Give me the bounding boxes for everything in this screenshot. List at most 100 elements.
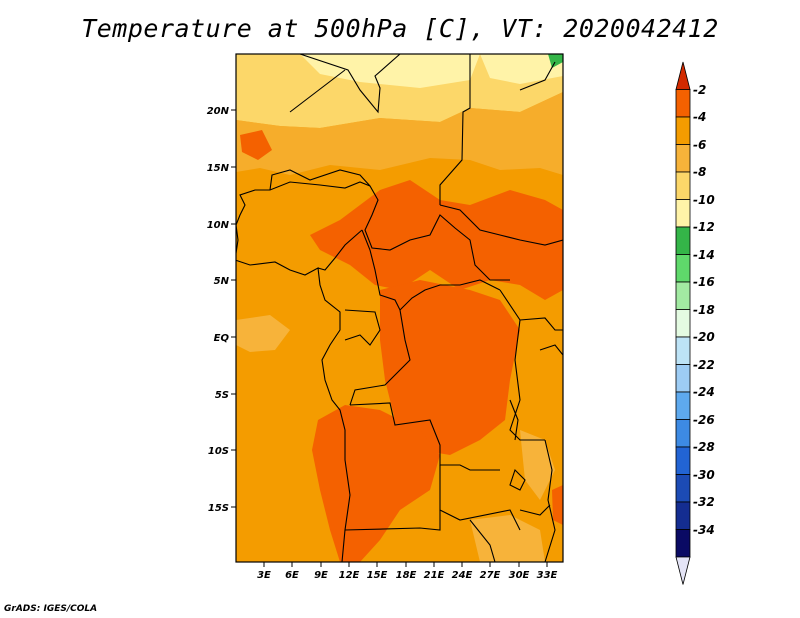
colorbar-label-m4: -4 bbox=[693, 110, 706, 124]
lon-label-3e: 3E bbox=[257, 570, 271, 581]
coast-red-sea bbox=[519, 61, 556, 91]
colorbar-label-m20: -20 bbox=[693, 330, 715, 344]
lat-label-eq: EQ bbox=[214, 333, 230, 344]
colorbar-swatch bbox=[675, 474, 691, 503]
field-top-pale bbox=[300, 54, 480, 88]
colorbar-label-m8: -8 bbox=[693, 165, 706, 179]
border-south-sudan bbox=[439, 204, 563, 246]
border-cameroon-nigeria bbox=[317, 229, 363, 271]
field-north-mid bbox=[236, 92, 563, 175]
colorbar-label-m32: -32 bbox=[693, 495, 715, 509]
colorbar-swatch bbox=[675, 144, 691, 173]
border-zimbabwe bbox=[469, 519, 496, 562]
border-gabon-congo bbox=[344, 309, 381, 346]
colorbar-swatches bbox=[675, 61, 691, 585]
border-malawi bbox=[544, 439, 556, 562]
border-sudan-west bbox=[439, 54, 471, 205]
border-uganda-kenya bbox=[519, 317, 563, 331]
lat-label-5s: 5S bbox=[215, 390, 229, 401]
colorbar-swatch bbox=[675, 116, 691, 145]
border-congo-drc bbox=[349, 309, 411, 406]
colorbar-swatch bbox=[675, 391, 691, 420]
lon-label-27e: 27E bbox=[480, 570, 501, 581]
border-niger-north bbox=[289, 69, 346, 113]
chart-title: Temperature at 500hPa [C], VT: 202004241… bbox=[81, 14, 719, 43]
colorbar-label-m6: -6 bbox=[693, 138, 706, 152]
colorbar-label-m2: -2 bbox=[693, 83, 706, 97]
lake-kariba bbox=[519, 504, 551, 516]
colorbar-label-m34: -34 bbox=[693, 523, 715, 537]
colorbar-swatch bbox=[675, 226, 691, 255]
colorbar-swatch bbox=[675, 171, 691, 200]
colorbar-swatch bbox=[675, 419, 691, 448]
coastline-west bbox=[236, 224, 351, 562]
colorbar-label-m24: -24 bbox=[693, 385, 715, 399]
field-warm-nw bbox=[240, 130, 272, 160]
colorbar-swatch bbox=[675, 336, 691, 365]
lat-label-15n: 15N bbox=[207, 163, 230, 174]
colorbar-swatch bbox=[675, 254, 691, 283]
colorbar-label-m16: -16 bbox=[693, 275, 715, 289]
colorbar-swatch bbox=[675, 199, 691, 228]
field-congo-warm bbox=[380, 280, 520, 455]
field-north-light bbox=[236, 54, 563, 128]
lon-label-6e: 6E bbox=[285, 570, 299, 581]
border-car bbox=[361, 229, 501, 311]
lon-label-9e: 9E bbox=[314, 570, 328, 581]
map-frame bbox=[235, 53, 564, 563]
country-borders bbox=[236, 54, 563, 562]
lat-labels: 20N 15N 10N 5N EQ 5S 10S 15S bbox=[207, 106, 230, 514]
lat-label-10n: 10N bbox=[207, 220, 230, 231]
colorbar-label-m12: -12 bbox=[693, 220, 715, 234]
colorbar-label-m26: -26 bbox=[693, 413, 715, 427]
grads-credit: GrADS: IGES/COLA bbox=[4, 604, 98, 614]
colorbar-swatch bbox=[675, 501, 691, 530]
border-zambia bbox=[439, 465, 521, 531]
lon-label-30e: 30E bbox=[509, 570, 530, 581]
field-east-edge-warm bbox=[552, 485, 563, 525]
lon-label-18e: 18E bbox=[396, 570, 417, 581]
colorbar-swatch bbox=[675, 281, 691, 310]
lon-label-21e: 21E bbox=[424, 570, 445, 581]
lon-label-24e: 24E bbox=[452, 570, 473, 581]
lon-label-12e: 12E bbox=[339, 570, 360, 581]
colorbar-label-m10: -10 bbox=[693, 193, 715, 207]
border-libya-chad bbox=[299, 54, 401, 114]
lon-label-15e: 15E bbox=[367, 570, 388, 581]
field-south-warm bbox=[312, 405, 440, 562]
lon-labels: 3E 6E 9E 12E 15E 18E 21E 24E 27E 30E 33E bbox=[257, 570, 557, 581]
lat-label-10s: 10S bbox=[208, 446, 229, 457]
lake-victoria bbox=[539, 344, 563, 356]
colorbar-labels: -2 -4 -6 -8 -10 -12 -14 -16 -18 -20 -22 … bbox=[693, 83, 715, 537]
colorbar-label-m14: -14 bbox=[693, 248, 715, 262]
border-angola-drc bbox=[349, 402, 500, 471]
lat-label-15s: 15S bbox=[208, 503, 229, 514]
lake-mweru bbox=[509, 468, 526, 491]
colorbar-swatch bbox=[675, 61, 691, 90]
colorbar-label-m30: -30 bbox=[693, 468, 715, 482]
colorbar-label-m22: -22 bbox=[693, 358, 715, 372]
lon-ticks bbox=[263, 562, 548, 567]
colorbar-label-m28: -28 bbox=[693, 440, 715, 454]
colorbar-swatch bbox=[675, 529, 691, 558]
colorbar-swatch bbox=[675, 309, 691, 338]
colorbar-label-m18: -18 bbox=[693, 303, 715, 317]
border-chad-south bbox=[269, 169, 510, 281]
field-top-pale-east bbox=[480, 54, 563, 84]
lat-label-20n: 20N bbox=[207, 106, 230, 117]
field-green-spot bbox=[548, 54, 563, 68]
field-west-light bbox=[236, 315, 290, 352]
field-central-warm bbox=[310, 180, 563, 300]
lat-ticks bbox=[231, 109, 236, 508]
colorbar-swatch bbox=[675, 364, 691, 393]
colorbar-swatch bbox=[675, 446, 691, 475]
border-namibia bbox=[344, 510, 441, 531]
lat-label-5n: 5N bbox=[214, 276, 230, 287]
colorbar: -2 -4 -6 -8 -10 -12 -14 -16 -18 -20 -22 … bbox=[675, 61, 715, 585]
field-south-light bbox=[470, 515, 545, 562]
colorbar-swatch bbox=[675, 556, 691, 585]
colorbar-swatch bbox=[675, 89, 691, 118]
lake-tanganyika bbox=[509, 399, 519, 441]
lon-label-33e: 33E bbox=[537, 570, 558, 581]
